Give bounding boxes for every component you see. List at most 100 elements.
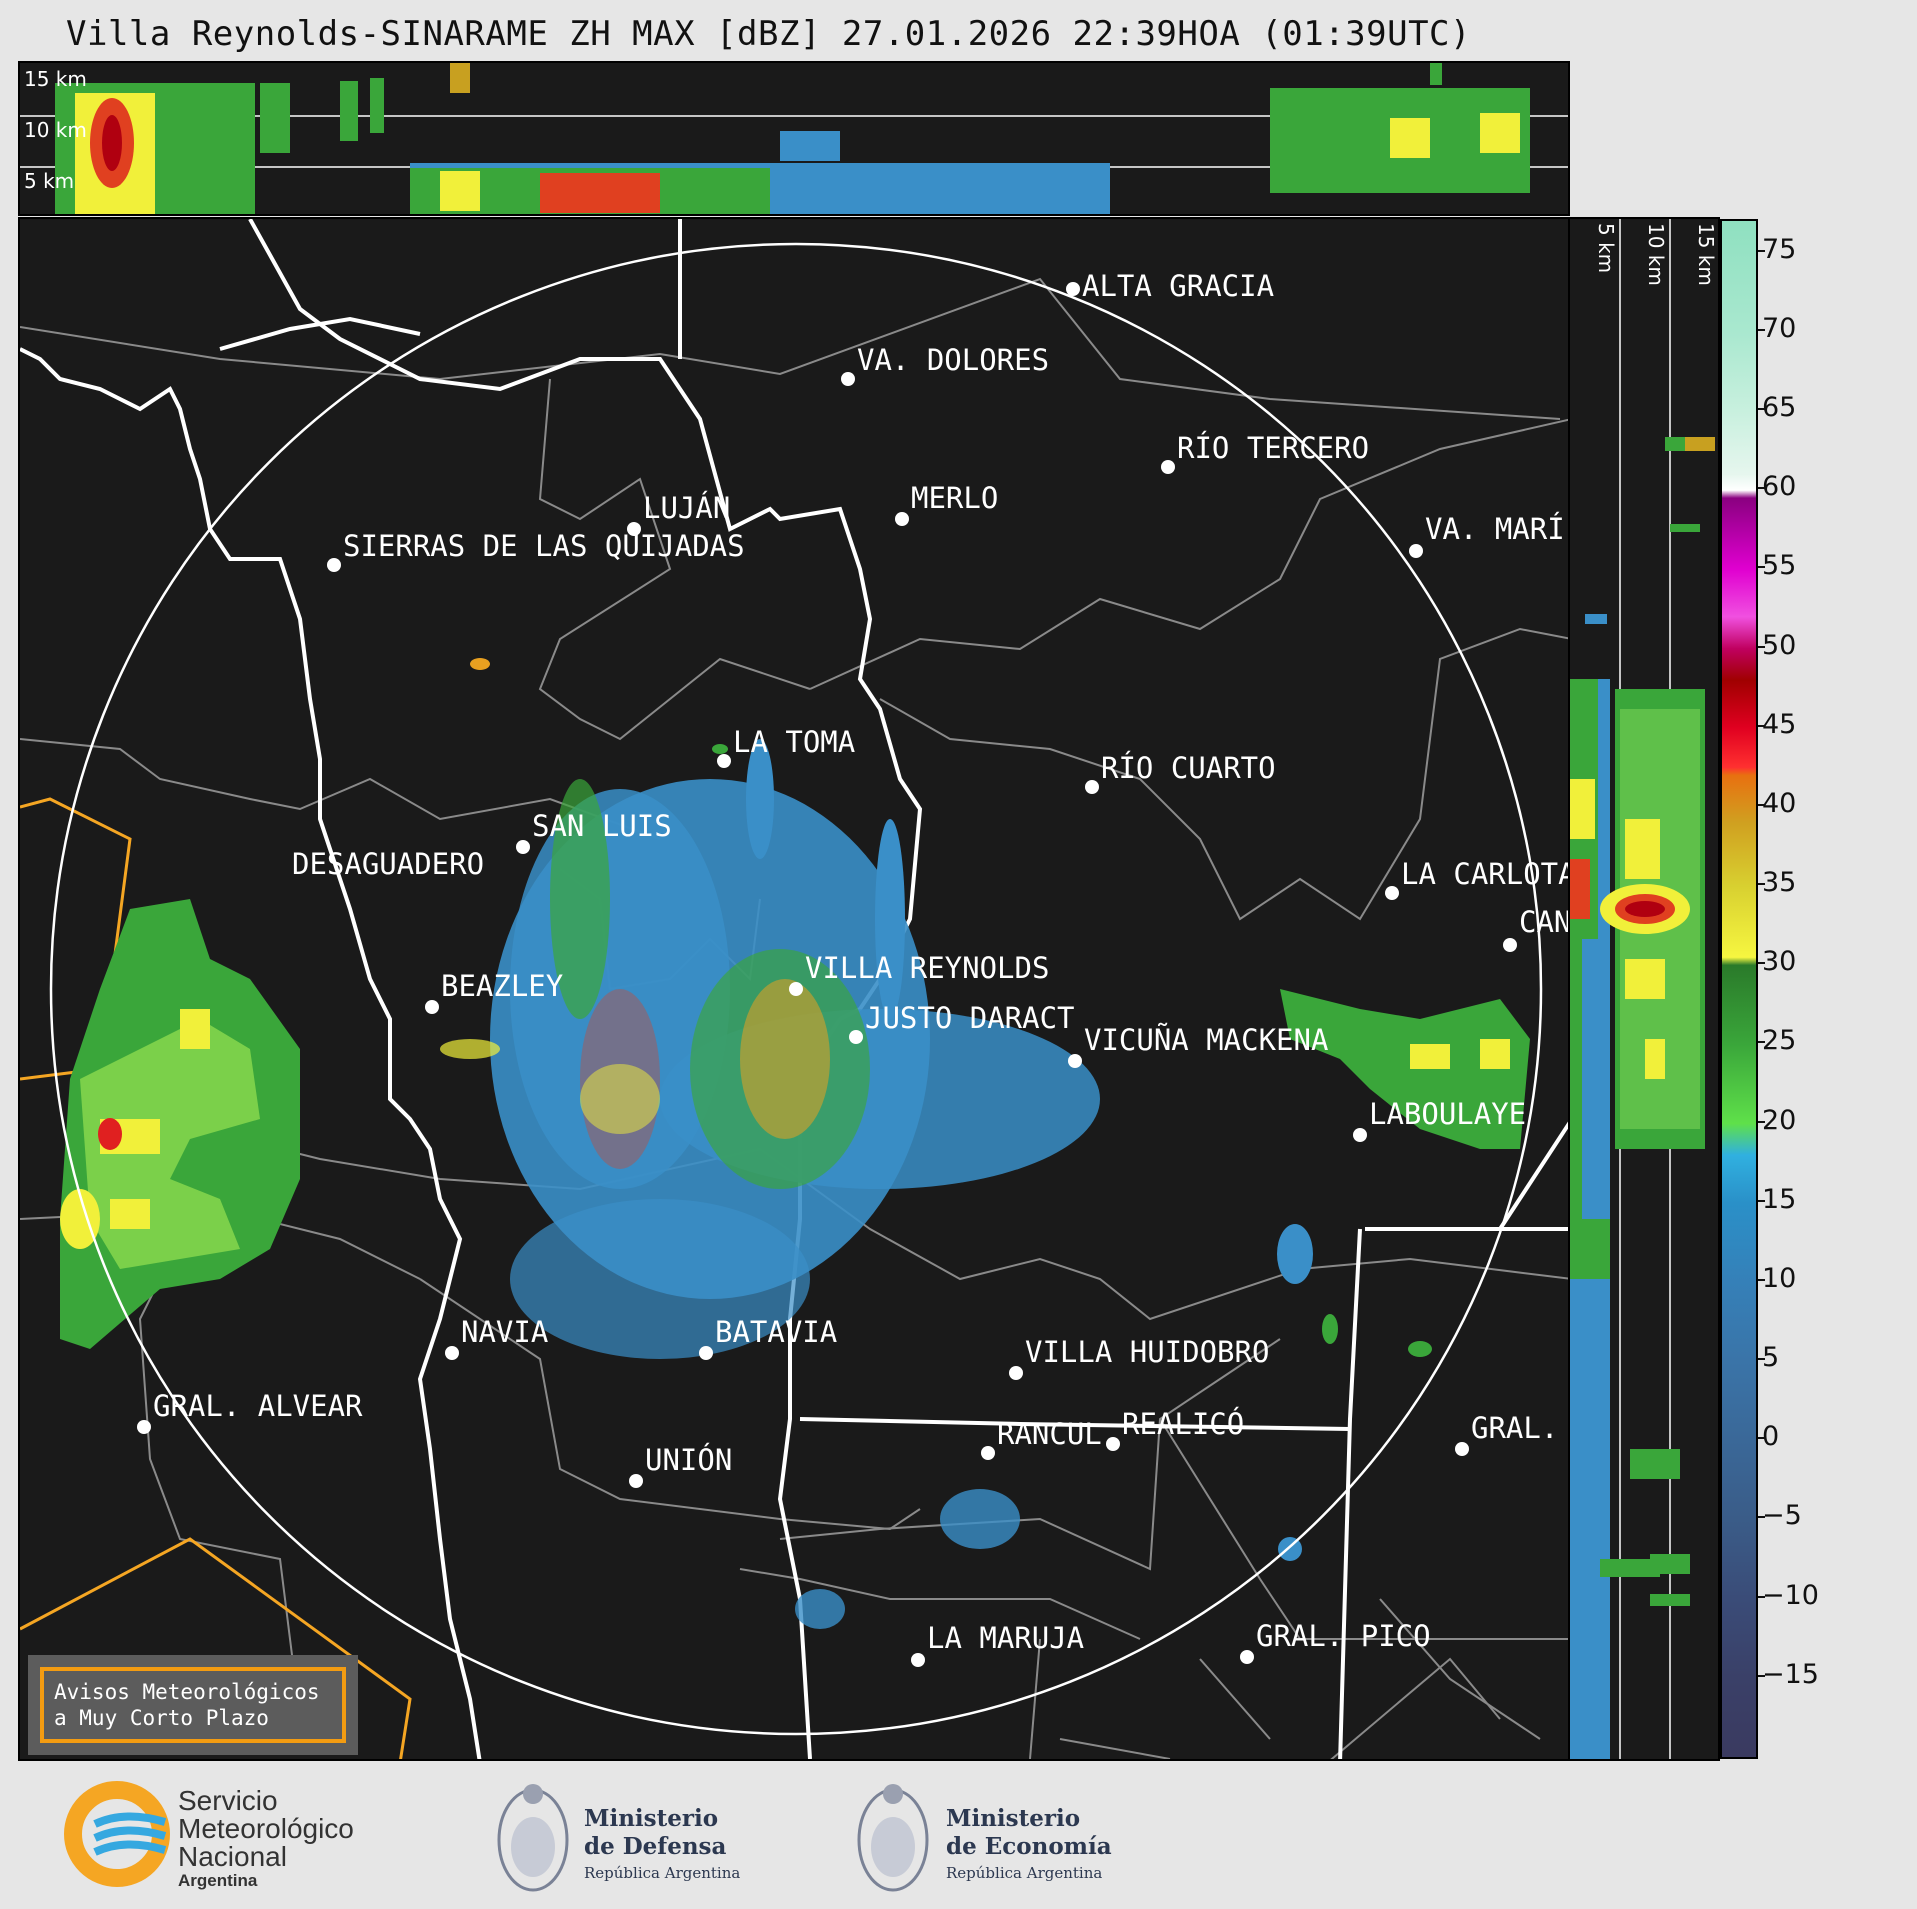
city-label-desaguadero: DESAGUADERO bbox=[292, 847, 485, 881]
smn-line-1: Servicio bbox=[178, 1785, 278, 1816]
city-dot-rio-tercero bbox=[1161, 460, 1175, 474]
city-dot-union bbox=[629, 1474, 643, 1488]
radar-range-ring bbox=[49, 242, 1543, 1736]
colorbar-tick-mark bbox=[1758, 1595, 1765, 1598]
colorbar-tick-label: 65 bbox=[1762, 392, 1797, 424]
economia-seal-icon bbox=[857, 1784, 929, 1892]
colorbar-tick-label: −5 bbox=[1762, 1500, 1802, 1532]
city-dot-realico bbox=[1106, 1437, 1120, 1451]
colorbar-tick-mark bbox=[1758, 1358, 1765, 1361]
footer-logos: Servicio Meteorológico Nacional Argentin… bbox=[0, 1762, 1917, 1909]
city-label-gral: GRAL. bbox=[1471, 1411, 1559, 1445]
city-dot-alta-gracia bbox=[1066, 282, 1080, 296]
top-cross-section-panel: 15 km 10 km 5 km bbox=[18, 61, 1570, 216]
warning-line-1: Avisos Meteorológicos bbox=[54, 1680, 320, 1704]
city-label-can: CAN bbox=[1519, 905, 1570, 939]
economia-line-2: de Economía bbox=[946, 1833, 1112, 1860]
city-dot-va-dolores bbox=[841, 372, 855, 386]
logo-graphics bbox=[64, 1781, 929, 1892]
colorbar-tick-mark bbox=[1758, 1437, 1765, 1440]
city-dot-justo-daract bbox=[849, 1030, 863, 1044]
city-dot-navia bbox=[445, 1346, 459, 1360]
colorbar-tick-label: 60 bbox=[1762, 471, 1797, 503]
colorbar-tick-label: −15 bbox=[1762, 1658, 1819, 1690]
city-label-rio-cuarto: RÍO CUARTO bbox=[1101, 751, 1276, 785]
colorbar-tick-mark bbox=[1758, 487, 1765, 490]
side-cross-section-echoes bbox=[1570, 219, 1715, 1759]
city-dot-merlo bbox=[895, 512, 909, 526]
colorbar-tick-mark bbox=[1758, 883, 1765, 886]
top-altitude-15km: 15 km bbox=[24, 67, 87, 91]
city-label-lujan: LUJÁN bbox=[643, 491, 731, 525]
city-label-san-luis: SAN LUIS bbox=[532, 809, 672, 843]
top-cross-section-echoes bbox=[20, 63, 1568, 214]
city-dot-lujan bbox=[627, 522, 641, 536]
radar-map-layers bbox=[20, 219, 1568, 1759]
city-dot-san-luis bbox=[516, 840, 530, 854]
reflectivity-colorbar bbox=[1720, 219, 1758, 1759]
colorbar-tick-label: 0 bbox=[1762, 1421, 1780, 1453]
colorbar-tick-mark bbox=[1758, 1516, 1765, 1519]
city-label-gral-pico: GRAL. PICO bbox=[1256, 1619, 1431, 1653]
city-dot-laboulaye bbox=[1353, 1128, 1367, 1142]
city-dot-can bbox=[1503, 938, 1517, 952]
colorbar-tick-mark bbox=[1758, 1674, 1765, 1677]
city-label-sierras-de-las-quijadas: SIERRAS DE LAS QUIJADAS bbox=[343, 529, 745, 563]
colorbar-tick-label: 50 bbox=[1762, 629, 1797, 661]
city-dot-la-maruja bbox=[911, 1653, 925, 1667]
radar-map[interactable]: ALTA GRACIA VA. DOLORES RÍO TERCERO LUJÁ… bbox=[18, 217, 1570, 1761]
defensa-line-1: Ministerio bbox=[584, 1805, 719, 1832]
city-label-la-toma: LA TOMA bbox=[733, 725, 856, 759]
colorbar-tick-mark bbox=[1758, 566, 1765, 569]
top-altitude-10km: 10 km bbox=[24, 118, 87, 142]
colorbar-tick-mark bbox=[1758, 962, 1765, 965]
colorbar-tick-mark bbox=[1758, 803, 1765, 806]
colorbar-tick-label: 35 bbox=[1762, 867, 1797, 899]
city-dot-sierras-de-las-quijadas bbox=[327, 558, 341, 572]
smn-line-3: Nacional bbox=[178, 1841, 287, 1872]
city-label-rio-tercero: RÍO TERCERO bbox=[1177, 431, 1370, 465]
top-altitude-5km: 5 km bbox=[24, 169, 75, 193]
city-label-gral-alvear: GRAL. ALVEAR bbox=[153, 1389, 363, 1423]
warning-line-2: a Muy Corto Plazo bbox=[54, 1706, 269, 1730]
colorbar-tick-label: 55 bbox=[1762, 550, 1797, 582]
city-dot-rancul bbox=[981, 1446, 995, 1460]
city-label-realico: REALICÓ bbox=[1122, 1407, 1245, 1441]
city-dot-vicuna-mackena bbox=[1068, 1054, 1082, 1068]
city-label-navia: NAVIA bbox=[461, 1315, 549, 1349]
colorbar-tick-label: 25 bbox=[1762, 1025, 1797, 1057]
city-label-batavia: BATAVIA bbox=[715, 1315, 838, 1349]
city-label-laboulaye: LABOULAYE bbox=[1369, 1097, 1527, 1131]
side-altitude-5km: 5 km bbox=[1594, 223, 1618, 274]
side-cross-section-panel: 5 km 10 km 15 km bbox=[1570, 217, 1720, 1761]
defensa-line-2: de Defensa bbox=[584, 1833, 727, 1860]
city-label-union: UNIÓN bbox=[645, 1443, 733, 1477]
colorbar-tick-label: 5 bbox=[1762, 1342, 1780, 1374]
city-label-la-carlota: LA CARLOTA bbox=[1401, 857, 1570, 891]
city-label-va-dolores: VA. DOLORES bbox=[857, 343, 1050, 377]
colorbar-tick-mark bbox=[1758, 249, 1765, 252]
colorbar-tick-mark bbox=[1758, 408, 1765, 411]
colorbar-tick-mark bbox=[1758, 1041, 1765, 1044]
city-label-la-maruja: LA MARUJA bbox=[927, 1621, 1085, 1655]
warning-box-inner[interactable]: Avisos Meteorológicos a Muy Corto Plazo bbox=[40, 1667, 346, 1743]
colorbar-tick-label: 70 bbox=[1762, 312, 1797, 344]
city-dot-la-carlota bbox=[1385, 886, 1399, 900]
radar-site-villa-reynolds bbox=[789, 982, 803, 996]
colorbar-tick-label: −10 bbox=[1762, 1579, 1819, 1611]
smn-line-4: Argentina bbox=[178, 1871, 258, 1890]
city-label-vicuna-mackena: VICUÑA MACKENA bbox=[1084, 1023, 1329, 1057]
city-label-villa-reynolds: VILLA REYNOLDS bbox=[805, 951, 1050, 985]
city-label-beazley: BEAZLEY bbox=[441, 969, 564, 1003]
warning-box[interactable]: Avisos Meteorológicos a Muy Corto Plazo bbox=[28, 1655, 358, 1755]
city-label-rancul: RANCUL bbox=[997, 1417, 1102, 1451]
city-dot-gral-alvear bbox=[137, 1420, 151, 1434]
colorbar-tick-label: 40 bbox=[1762, 787, 1797, 819]
economia-line-1: Ministerio bbox=[946, 1805, 1081, 1832]
colorbar-tick-label: 15 bbox=[1762, 1183, 1797, 1215]
colorbar-tick-mark bbox=[1758, 328, 1765, 331]
defensa-seal-icon bbox=[497, 1784, 569, 1892]
colorbar-tick-mark bbox=[1758, 645, 1765, 648]
city-dot-rio-cuarto bbox=[1085, 780, 1099, 794]
radar-echoes bbox=[60, 658, 1530, 1748]
